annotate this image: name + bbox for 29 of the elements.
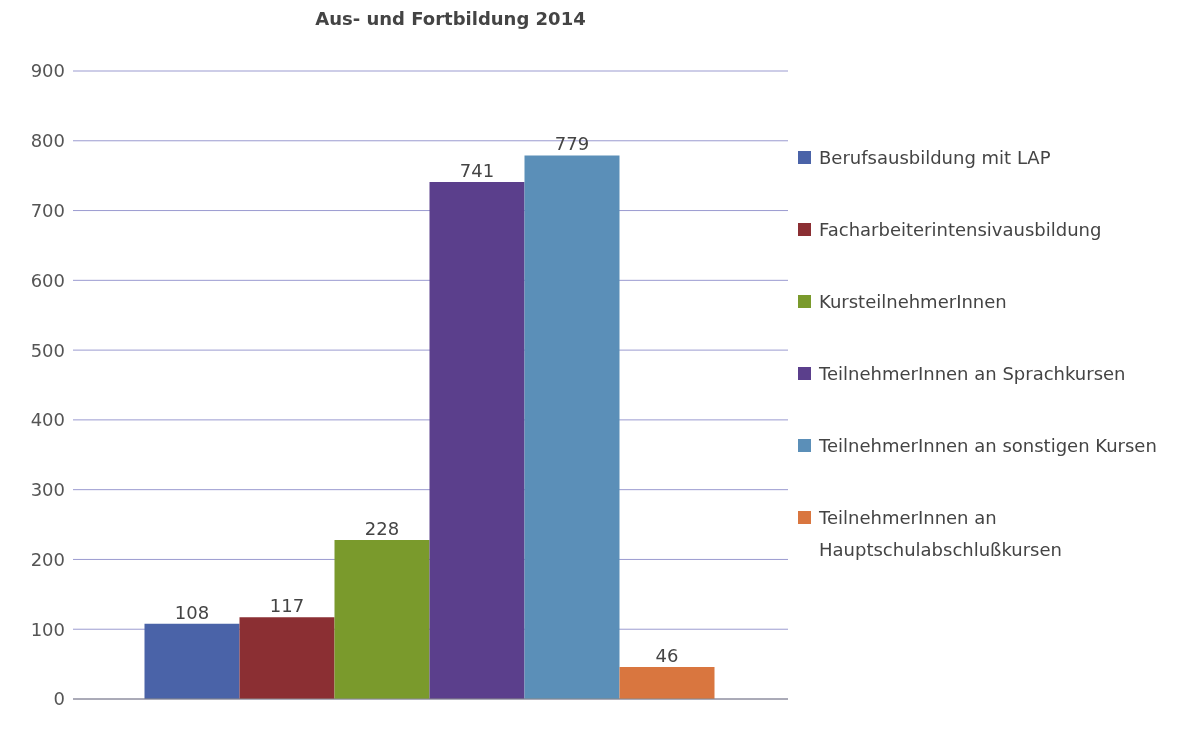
y-tick-label: 700 <box>30 199 65 221</box>
chart-title: Aus- und Fortbildung 2014 <box>315 8 586 29</box>
y-tick-label: 500 <box>30 339 65 361</box>
y-tick-label: 0 <box>53 688 65 710</box>
legend-label: Berufsausbildung mit LAP <box>819 146 1051 170</box>
y-tick-label: 800 <box>30 130 65 152</box>
bar <box>429 181 525 699</box>
data-label: 741 <box>459 159 495 181</box>
legend-label: Facharbeiterintensivausbildung <box>819 218 1102 242</box>
legend-label: TeilnehmerInnen an Hauptschulabschlußkursen <box>819 506 1063 562</box>
bar <box>524 155 620 699</box>
data-label: 117 <box>269 595 305 617</box>
y-tick-label: 900 <box>30 60 65 82</box>
data-label: 228 <box>364 517 400 539</box>
bar <box>239 617 335 699</box>
y-tick-label: 400 <box>30 409 65 431</box>
data-label: 779 <box>554 133 590 155</box>
bar <box>144 623 240 699</box>
data-label: 108 <box>174 601 210 623</box>
legend-label: TeilnehmerInnen an sonstigen Kursen <box>819 434 1157 458</box>
bar <box>619 666 715 699</box>
legend-label: TeilnehmerInnen an Sprachkursen <box>819 362 1126 386</box>
bar <box>334 539 430 699</box>
y-tick-label: 100 <box>30 618 65 640</box>
y-tick-label: 300 <box>30 479 65 501</box>
y-tick-label: 200 <box>30 548 65 570</box>
data-label: 46 <box>655 644 679 666</box>
y-tick-label: 600 <box>30 269 65 291</box>
legend-label: KursteilnehmerInnen <box>819 290 1007 314</box>
